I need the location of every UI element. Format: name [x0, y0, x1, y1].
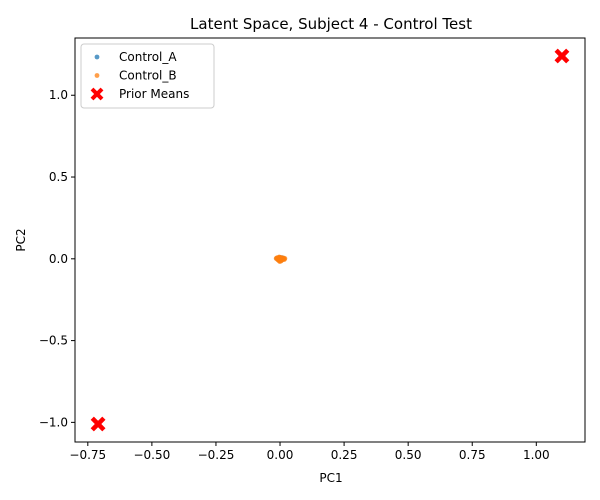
y-tick-label: 0.0: [49, 252, 68, 266]
legend-item: Prior Means: [90, 87, 189, 101]
prior-mean-marker: [554, 48, 570, 64]
x-tick-label: 0.75: [459, 448, 486, 462]
chart-title: Latent Space, Subject 4 - Control Test: [190, 15, 472, 33]
legend-item: Control_A: [94, 50, 177, 64]
x-axis: −0.75 −0.50 −0.25 0.00 0.25 0.50 0.75 1.00: [69, 442, 550, 462]
x-tick-label: 1.00: [523, 448, 550, 462]
legend-marker: [90, 87, 104, 101]
y-axis: −1.0 −0.5 0.0 0.5 1.0: [39, 88, 75, 429]
y-tick-label: −0.5: [39, 334, 68, 348]
legend-label: Control_A: [119, 50, 177, 64]
legend-marker: [94, 73, 100, 78]
data-point: [281, 257, 287, 262]
plot-area: [74, 37, 586, 443]
legend-box: [80, 43, 215, 109]
y-tick-label: −1.0: [39, 415, 68, 429]
y-tick-label: 0.5: [49, 170, 68, 184]
series-prior-means: [90, 48, 570, 432]
x-tick-label: 0.25: [331, 448, 358, 462]
x-axis-label: PC1: [319, 471, 342, 485]
legend-item: Control_B: [94, 69, 177, 83]
y-tick-label: 1.0: [49, 88, 68, 102]
x-tick-label: −0.50: [133, 448, 170, 462]
x-tick-label: −0.25: [198, 448, 235, 462]
legend-label: Prior Means: [119, 87, 189, 101]
legend-marker: [94, 54, 100, 60]
x-tick-label: 0.50: [395, 448, 422, 462]
data-point: [277, 256, 283, 262]
x-tick-label: 0.00: [267, 448, 294, 462]
series-control-b: [273, 254, 288, 264]
y-axis-label: PC2: [14, 228, 28, 251]
legend-label: Control_B: [119, 69, 177, 83]
prior-mean-marker: [90, 416, 106, 432]
legend: Control_A Control_B Prior Means: [80, 43, 215, 109]
x-tick-label: −0.75: [69, 448, 106, 462]
plot-frame: [74, 37, 586, 443]
series-layer: [90, 48, 570, 432]
